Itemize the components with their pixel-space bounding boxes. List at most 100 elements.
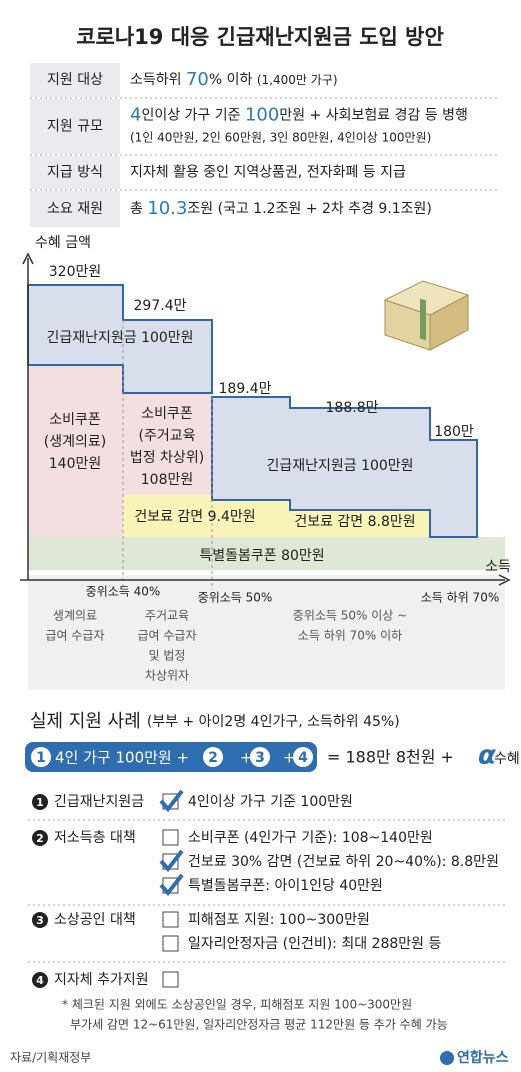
row-value: 지자체 활용 중인 지역상품권, 전자화폐 등 지급 <box>130 165 406 181</box>
number-badge <box>32 912 48 928</box>
emergency-block <box>27 284 213 394</box>
group-label: 및 법정 <box>149 649 186 663</box>
coupon-block <box>123 393 212 495</box>
measure-item: 일자리안정자금 (인건비): 최대 288만원 등 <box>188 936 441 952</box>
number: 2 <box>36 832 44 845</box>
label-cell <box>30 99 120 154</box>
value-text: 4 <box>130 105 141 126</box>
row-label: 지원 규모 <box>47 119 103 135</box>
coupon-block <box>28 365 123 537</box>
number-badge <box>250 747 270 767</box>
measure-item: 피해점포 지원: 100~300만원 <box>188 912 370 928</box>
note: * 체크된 지원 외에도 소상공인일 경우, 피해점포 지원 100~300만원 <box>62 998 412 1012</box>
block-label: 소비쿠폰 <box>141 406 193 422</box>
number-badge <box>203 747 223 767</box>
value-text: 지자체 활용 중인 지역상품권, 전자화폐 등 지급 <box>130 165 406 181</box>
x-tick-label: 중위소득 50% <box>198 591 273 605</box>
block-label: 법정 차상위) <box>130 450 204 466</box>
label-cell <box>30 156 120 189</box>
block-label: 건보료 감면 9.4만원 <box>134 509 255 525</box>
row-value: 총 10.3조원 (국고 1.2조원 + 2차 추경 9.1조원) <box>130 198 432 219</box>
formula-text: 4인 가구 100만원 + <box>55 749 189 767</box>
value-text: (1,400만 가구) <box>257 73 338 87</box>
summary-table: 지원 대상 소득하위 70% 이하 (1,400만 가구) 지원 규모 4인이상 가구… <box>30 63 500 227</box>
group-label: 급여 수급자 <box>137 629 196 643</box>
total-label: 297.4만 <box>134 298 187 314</box>
label-cell <box>30 191 120 227</box>
insurance-block <box>290 510 430 537</box>
formula-result: = 188만 8천원 + <box>327 748 454 767</box>
number: 1 <box>36 796 44 809</box>
total-label: 180만 <box>434 424 474 440</box>
value-text: 100 <box>245 105 279 126</box>
measure-item: 소비쿠폰 (4인가구 기준): 108~140만원 <box>188 830 433 846</box>
care-block <box>28 537 505 570</box>
measure-title: 긴급재난지원금 <box>54 794 144 810</box>
y-axis-label: 수혜 금액 <box>35 235 91 251</box>
total-label: 320만원 <box>49 264 101 280</box>
number: 3 <box>36 914 44 927</box>
formula-text: + <box>283 749 296 767</box>
number: 1 <box>36 750 46 766</box>
measure-title: 저소득층 대책 <box>54 830 136 846</box>
value-text: 70 <box>186 69 209 90</box>
row-value: (1인 40만원, 2인 60만원, 3인 80만원, 4인이상 100만원) <box>130 130 431 144</box>
value-text: % 이하 <box>209 72 257 88</box>
value-text: 만원 + 사회보험료 경감 등 병행 <box>279 108 468 124</box>
total-label: 189.4만 <box>219 381 272 397</box>
label-cell <box>30 63 120 97</box>
x-axis-label: 소득 <box>485 559 511 575</box>
x-tick-label: 소득 하위 70% <box>421 591 499 605</box>
group-label: 중위소득 50% 이상 ~ <box>293 609 407 623</box>
block-label: 소비쿠폰 <box>49 412 101 428</box>
checkbox <box>162 911 179 928</box>
emergency-block <box>211 396 478 538</box>
block-label: (주거교육 <box>139 428 196 444</box>
group-label: 급여 수급자 <box>45 629 104 643</box>
case-subtitle: (부부 + 아이2명 4인가구, 소득하위 45%) <box>147 714 400 730</box>
row-label: 지급 방식 <box>47 165 103 181</box>
checkbox <box>162 935 179 952</box>
value-text: 인이상 가구 기준 <box>141 108 245 124</box>
block-label: 긴급재난지원금 100만원 <box>266 458 413 474</box>
number-badge <box>32 794 48 810</box>
x-tick-label: 중위소득 40% <box>86 585 161 599</box>
number-badge <box>31 747 51 767</box>
logo-icon <box>440 1051 454 1065</box>
measure-title: 소상공인 대책 <box>54 912 136 928</box>
group-band <box>28 575 505 690</box>
value-text: 소득하위 <box>130 72 186 88</box>
value-text: 10.3 <box>147 198 187 219</box>
total-label: 188.8만 <box>326 400 379 416</box>
axis-arrow <box>498 574 511 586</box>
check <box>159 873 184 897</box>
block-label: 특별돌봄쿠폰 80만원 <box>199 548 324 564</box>
insurance-block <box>212 500 290 537</box>
block-label: 140만원 <box>49 456 101 472</box>
group-label: 차상위자 <box>145 669 189 683</box>
measure-title: 지자체 추가지원 <box>54 972 149 988</box>
group-label: 주거교육 <box>145 609 189 623</box>
group-label: 소득 하위 70% 이하 <box>298 629 402 643</box>
measure-item: 특별돌봄쿠폰: 아이1인당 40만원 <box>188 878 383 894</box>
money-icon <box>383 280 470 351</box>
group-label: 생계의료 <box>53 609 97 623</box>
measure-item: 4인이상 가구 기준 100만원 <box>188 794 353 810</box>
block-labels: 긴급재난지원금 100만원소비쿠폰(생계의료)140만원소비쿠폰(주거교육법정 … <box>44 330 416 564</box>
formula-text: + <box>240 749 253 767</box>
number-badge <box>293 747 313 767</box>
case-title: 실제 지원 사례 (부부 + 아이2명 4인가구, 소득하위 45%) <box>30 711 400 732</box>
value-text: (1인 40만원, 2인 60만원, 3인 80만원, 4인이상 100만원) <box>130 130 431 144</box>
logo: 연합뉴스 <box>457 1049 509 1066</box>
row-value: 4인이상 가구 기준 100만원 + 사회보험료 경감 등 병행 <box>130 105 468 126</box>
number: 4 <box>298 750 308 766</box>
check <box>159 789 184 813</box>
number: 3 <box>255 750 265 766</box>
source: 자료/기획재정부 <box>10 1051 91 1065</box>
checkbox <box>162 971 179 988</box>
formula-pill <box>25 742 317 772</box>
checkbox <box>162 829 179 846</box>
number-badge <box>32 972 48 988</box>
